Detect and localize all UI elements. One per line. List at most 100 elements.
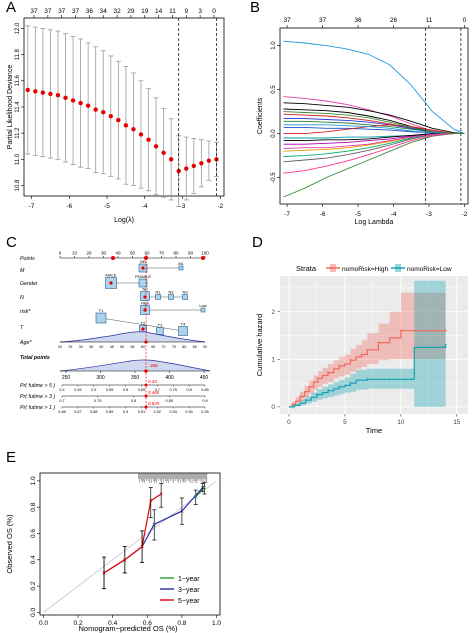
top-tick-label: 37 xyxy=(283,17,291,24)
panel-d: D Strata nomoRisk=High nomoRisk=Low ++++… xyxy=(252,234,468,435)
calibration-line xyxy=(103,493,162,574)
y-tick-label: 11.6 xyxy=(15,75,21,87)
factor-label: N0 xyxy=(142,287,148,292)
coefficient-path xyxy=(283,133,465,174)
points-tick-label: 30 xyxy=(101,251,107,256)
row-label: M xyxy=(20,268,25,274)
deviance-point xyxy=(70,98,76,103)
y-tick-label: 0.2 xyxy=(30,581,37,590)
censor-mark: + xyxy=(366,377,370,383)
x-tick-label: 1.0 xyxy=(212,620,221,627)
points-marker xyxy=(201,256,205,260)
prob-tick-label: 0.5 xyxy=(91,388,96,392)
top-tick-label: 29 xyxy=(127,8,135,15)
prob-value: 0.34 xyxy=(148,379,157,384)
calibration-point: × xyxy=(149,498,153,505)
x-tick-label: -3 xyxy=(180,203,186,210)
factor-label: M1 xyxy=(178,261,184,266)
deviance-point xyxy=(161,150,166,156)
top-tick-label: 37 xyxy=(58,8,66,15)
prob-tick-label: 0.9 xyxy=(202,399,207,403)
deviance-point xyxy=(138,132,144,137)
x-tick-label: -5 xyxy=(355,211,361,218)
censor-mark: + xyxy=(444,329,448,335)
hazard-ci-band xyxy=(289,280,446,407)
censor-mark: + xyxy=(291,402,295,408)
y-tick-label: 11.2 xyxy=(15,127,21,139)
panel-d-xlabel: Time xyxy=(366,426,382,435)
factor-label: T1 xyxy=(99,308,104,313)
x-tick-label: 0.4 xyxy=(108,620,117,627)
prob-tick-label: 0.85 xyxy=(201,388,208,392)
prob-tick-label: 0.8 xyxy=(186,388,191,392)
calibration-point: × xyxy=(180,509,184,516)
legend-high-label: nomoRisk=High xyxy=(342,266,388,273)
panel-b-ylabel: Coefficients xyxy=(257,97,264,134)
panel-b-frame xyxy=(279,27,469,205)
censor-mark: + xyxy=(338,364,342,370)
top-tick-label: 14 xyxy=(155,8,163,15)
top-tick-label: 36 xyxy=(354,17,362,24)
age-tick-label: 25 xyxy=(68,345,72,349)
x-tick-label: -5 xyxy=(104,203,110,210)
row-label: Pr( futime > 1 ) xyxy=(20,405,55,411)
censor-mark: + xyxy=(360,353,364,359)
panel-a: A 37 37 37 37 36 34 32 29 19 14 11 9 3 0 10.8 11.0 11.2… xyxy=(6,0,225,224)
prob-tick-label: 0.45 xyxy=(74,388,81,392)
x-tick-label: 5 xyxy=(343,419,347,426)
censor-mark: + xyxy=(410,377,414,383)
x-tick-label: 0.8 xyxy=(177,620,186,627)
top-tick-label: 11 xyxy=(426,17,433,24)
top-tick-label: 37 xyxy=(72,8,80,15)
factor-label: High xyxy=(141,301,149,306)
prob-tick-label: 0.7 xyxy=(59,399,64,403)
deviance-point xyxy=(33,89,38,94)
calibration-point: × xyxy=(152,522,156,529)
censor-mark: + xyxy=(315,392,319,398)
calibration-point: × xyxy=(194,494,198,501)
row-label: Pr( futime > 3 ) xyxy=(20,394,55,400)
calibration-point: × xyxy=(140,544,144,551)
calibration-point: × xyxy=(159,492,163,499)
panel-d-plot-bg xyxy=(280,276,468,414)
top-tick-label: 0 xyxy=(212,8,216,15)
selected-marker xyxy=(109,281,113,285)
censor-mark: + xyxy=(444,343,448,349)
prob-marker xyxy=(144,405,148,409)
y-tick-label: 0.4 xyxy=(30,555,37,564)
prob-tick-label: 0.65 xyxy=(138,388,145,392)
deviance-point xyxy=(63,95,68,101)
censor-mark: + xyxy=(307,385,311,391)
coefficient-path xyxy=(283,133,465,150)
deviance-point xyxy=(199,161,204,166)
factor-box xyxy=(182,294,188,300)
points-tick-label: 10 xyxy=(72,251,78,256)
panel-b-letter: B xyxy=(250,0,260,16)
panel-e-letter: E xyxy=(6,449,16,466)
panel-b-y-ticks: -0.5 0.0 0.5 1.0 xyxy=(271,41,280,183)
censor-mark: + xyxy=(304,398,308,404)
panel-e-x-ticks: 0.0 0.2 0.4 0.6 0.8 1.0 xyxy=(39,615,221,627)
y-tick-label: 0.0 xyxy=(271,129,277,138)
row-label: Total points xyxy=(20,355,50,361)
y-tick-label: 0.8 xyxy=(30,502,37,511)
legend-high-swatch xyxy=(330,264,336,272)
prob-tick-label: 0.85 xyxy=(166,399,173,403)
y-tick-label: 1.0 xyxy=(271,41,277,50)
x-tick-label: -6 xyxy=(66,203,72,210)
deviance-point xyxy=(206,158,212,163)
factor-box xyxy=(200,307,206,313)
panel-d-marks: ++++++++++ ++++++++ + ++ xyxy=(289,280,448,409)
x-tick-label: -3 xyxy=(426,211,432,218)
panel-d-letter: D xyxy=(252,234,263,251)
factor-axis xyxy=(100,317,184,332)
prob-tick-label: 0.6 xyxy=(123,388,128,392)
factor-box xyxy=(155,294,161,300)
top-tick-label: 26 xyxy=(390,17,398,24)
factor-label: M0 xyxy=(140,259,146,264)
panel-e-y-ticks: 0.0 0.2 0.4 0.6 0.8 1.0 xyxy=(30,476,40,617)
x-tick-label: -7 xyxy=(284,211,290,218)
age-tick-label: 50 xyxy=(120,345,124,349)
deviance-point xyxy=(25,87,30,93)
x-tick-label: -6 xyxy=(320,211,326,218)
